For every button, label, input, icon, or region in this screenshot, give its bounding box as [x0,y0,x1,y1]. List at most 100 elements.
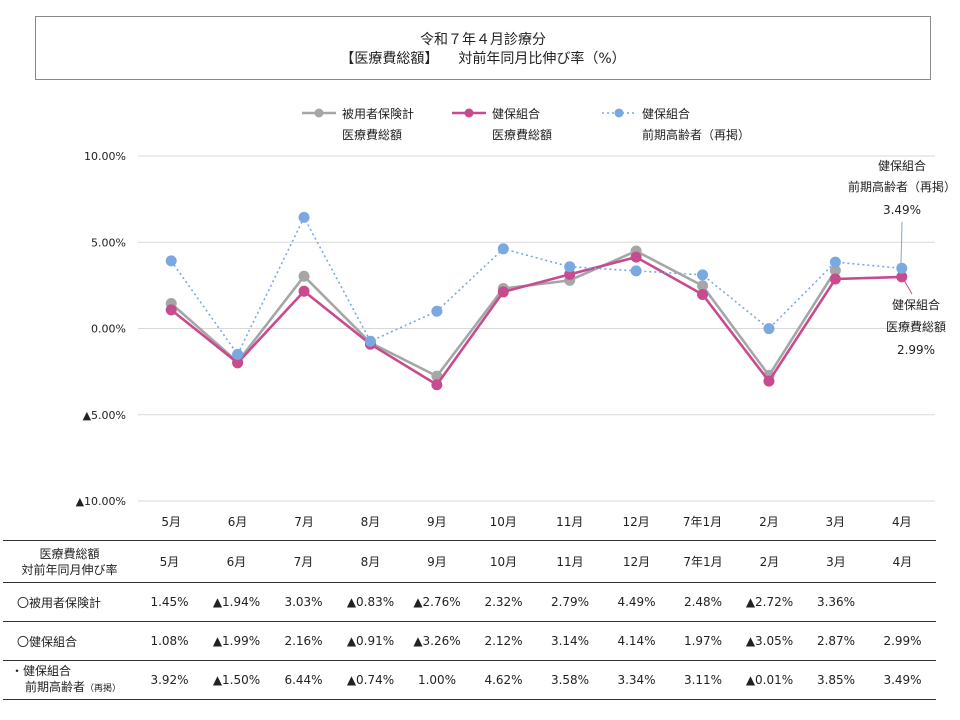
series-2-point [564,261,576,273]
series-1-point [165,304,177,316]
series-2-point [763,323,775,335]
x-tick-label: 3月 [826,515,846,529]
legend-label: 医療費総額 [492,127,552,142]
column-header: 5月 [136,540,203,583]
annotation-label: 医療費総額 [886,319,946,334]
x-tick-label: 10月 [490,515,517,529]
series-2-point [298,211,310,223]
series-2-point [697,269,709,281]
series-2-point [497,243,509,255]
table-cell: 2.79% [537,582,603,622]
row-label-line1: ・健保組合 [11,664,72,678]
annotation-label: 前期高齢者（再掲） [848,179,956,194]
annotation-label: 3.49% [883,203,921,217]
table-cell: 2.32% [470,582,537,622]
x-tick-label: 8月 [361,515,381,529]
y-tick-label: 0.00% [91,323,126,336]
table-cell: ▲1.50% [203,660,270,700]
table-cell: ▲2.76% [404,582,470,622]
chart-title-box: 令和７年４月診療分 【医療費総額】 対前年同月比伸び率（%） [35,16,931,80]
table-cell: 1.00% [404,660,470,700]
series-1-point [630,251,642,263]
x-tick-label: 5月 [161,515,181,529]
y-tick-label: ▲10.00% [76,495,126,508]
x-tick-label: 9月 [427,515,447,529]
column-header: 3月 [803,540,869,583]
row-label-main: 前期高齢者 [25,680,86,694]
table-cell: 2.16% [270,621,337,661]
table-cell: ▲1.99% [203,621,270,661]
row-label: ・健保組合 前期高齢者（再掲） [3,660,136,700]
table-cell: 4.49% [603,582,670,622]
column-header: 8月 [337,540,404,583]
annotation-label: 2.99% [897,343,935,357]
legend-swatch-marker [464,108,474,118]
series-1-point [564,268,576,280]
series-0-point [829,265,841,277]
x-tick-label: 7年1月 [683,515,722,529]
annotation-leader [903,279,913,295]
table-cell: ▲3.26% [404,621,470,661]
table-cell: 3.03% [270,582,337,622]
row-label: 〇健保組合 [3,621,136,661]
table-cell: 3.36% [803,582,869,622]
row-label-sub: （再掲） [85,684,122,694]
table-cell: 3.11% [670,660,736,700]
x-tick-label: 7月 [294,515,314,529]
legend-swatch-marker [614,108,624,118]
series-2-point [431,305,443,317]
y-tick-label: 5.00% [91,236,126,249]
series-2-point [232,348,244,360]
series-1-point [232,357,244,369]
series-2-point [364,335,376,347]
column-header: 4月 [869,540,936,583]
table-cell: 4.62% [470,660,537,700]
table-cell: ▲2.72% [736,582,803,622]
table-row: 〇健保組合 1.08% ▲1.99% 2.16% ▲0.91% ▲3.26% 2.12% 3.… [3,621,936,661]
table-cell: ▲0.83% [337,582,404,622]
table-cell: 2.12% [470,621,537,661]
subtitle-part2: 対前年同月比伸び率（%） [458,51,626,67]
table-header-label: 医療費総額 対前年同月伸び率 [3,540,136,583]
table-cell: 2.87% [803,621,869,661]
legend-label: 被用者保険計 [342,106,414,121]
x-tick-label: 6月 [228,515,248,529]
chart-subtitle: 【医療費総額】 対前年同月比伸び率（%） [36,49,930,69]
series-1-point [697,289,709,301]
series-0-point [697,280,709,292]
column-header: 7月 [270,540,337,583]
x-tick-label: 11月 [556,515,583,529]
series-line-2 [170,215,902,356]
table-cell: 3.34% [603,660,670,700]
table-cell: ▲0.91% [337,621,404,661]
table-cell: 4.14% [603,621,670,661]
annotation-label: 健保組合 [892,297,940,312]
legend-label: 前期高齢者（再掲） [642,127,750,142]
series-1-point [298,285,310,297]
table-cell: ▲0.01% [736,660,803,700]
series-1-point [431,379,443,391]
annotation-label: 健保組合 [878,158,926,173]
column-header: 11月 [537,540,603,583]
header-label-line2: 対前年同月伸び率 [21,562,118,577]
table-cell [869,582,936,622]
legend-label: 医療費総額 [342,127,402,142]
line-chart: 10.00% 5.00% 0.00% ▲5.00% ▲10.00% 5月 6月 7月 8月 9月 1… [76,106,956,529]
table-cell: 1.08% [136,621,203,661]
data-table: 医療費総額 対前年同月伸び率 5月 6月 7月 8月 9月 10月 11月 12月 7年1月 2月 3月… [3,540,936,700]
table-cell: 2.99% [869,621,936,661]
header-label-line1: 医療費総額 [39,546,100,561]
row-label: 〇被用者保険計 [3,582,136,622]
series-1-point [829,273,841,285]
table-cell: 6.44% [270,660,337,700]
series-2-point [829,256,841,268]
series-2-point [896,262,908,274]
column-header: 10月 [470,540,537,583]
row-label-line2: 前期高齢者（再掲） [17,679,136,697]
table-cell: 3.85% [803,660,869,700]
legend-swatch-marker [314,108,324,118]
series-2-point [630,265,642,277]
table-header-row: 医療費総額 対前年同月伸び率 5月 6月 7月 8月 9月 10月 11月 12月 7年1月 2月 3月… [3,540,936,583]
table-cell: ▲3.05% [736,621,803,661]
subtitle-part1: 【医療費総額】 [340,51,439,67]
